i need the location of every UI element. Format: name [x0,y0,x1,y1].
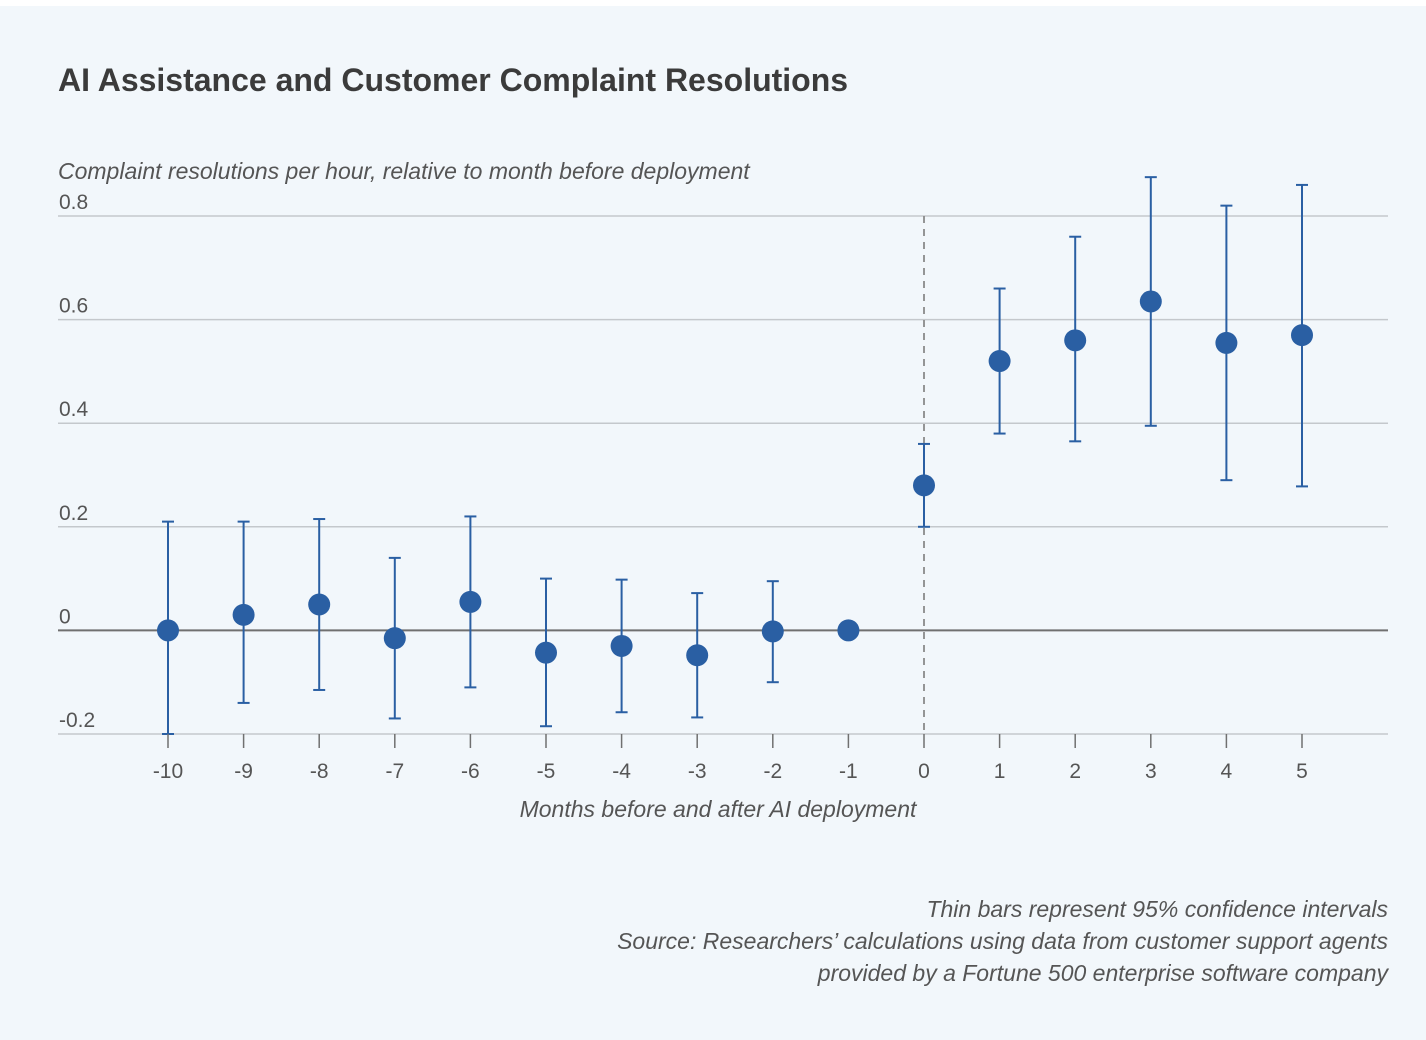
y-tick-label: 0.6 [59,295,88,318]
data-point [535,641,557,664]
data-point [837,619,860,642]
data-point [308,593,331,616]
x-tick-label: -10 [153,760,183,783]
data-point [459,590,482,613]
data-point [1064,329,1087,352]
x-axis-label: Months before and after AI deployment [520,796,918,822]
chart-panel [0,6,1426,1040]
source-line-1: Source: Researchers’ calculations using … [617,928,1388,954]
gridlines [58,215,1388,735]
x-tick-label: -5 [537,760,556,783]
data-point [761,620,784,643]
x-tick-label: 5 [1296,760,1308,783]
data-point [1291,324,1313,347]
data-point [686,644,709,667]
data-points [157,290,1313,667]
chart-footer: Thin bars represent 95% confidence inter… [617,893,1388,989]
data-point [1215,331,1238,354]
x-tick-label: 2 [1069,760,1081,783]
y-tick-label: -0.2 [59,709,95,732]
data-point [988,350,1011,373]
x-tick-label: 3 [1145,760,1157,783]
x-tick-label: -1 [839,760,858,783]
y-tick-label: 0 [59,605,71,628]
data-point [232,603,255,626]
y-axis-label: Complaint resolutions per hour, relative… [58,158,750,184]
chart-title: AI Assistance and Customer Complaint Res… [58,62,849,98]
data-point [913,474,935,497]
y-tick-labels: -0.2 0 0.2 0.4 0.6 0.8 [59,191,95,732]
y-tick-label: 0.2 [59,502,88,525]
confidence-interval-note: Thin bars represent 95% confidence inter… [926,896,1388,922]
x-tick-label: -9 [234,760,253,783]
x-tick-label: -8 [310,760,329,783]
confidence-intervals [162,176,1308,735]
y-tick-label: 0.8 [59,191,88,214]
data-point [610,634,633,657]
x-tick-label: 4 [1221,760,1233,783]
x-tick-label: 1 [994,760,1006,783]
data-point [157,619,179,642]
data-point [1139,290,1162,313]
x-tick-label: -4 [612,760,631,783]
x-tick-label: -7 [385,760,404,783]
x-tick-label: -2 [763,760,782,783]
x-tick-label: -3 [688,760,707,783]
source-line-2: provided by a Fortune 500 enterprise sof… [817,960,1388,986]
data-point [383,627,406,650]
x-tick-label: -6 [461,760,480,783]
x-ticks: -10 -9 -8 -7 -6 -5 -4 -3 -2 -1 0 1 2 3 4 5 [153,734,1308,783]
y-tick-label: 0.4 [59,398,89,421]
x-tick-label: 0 [918,760,930,783]
